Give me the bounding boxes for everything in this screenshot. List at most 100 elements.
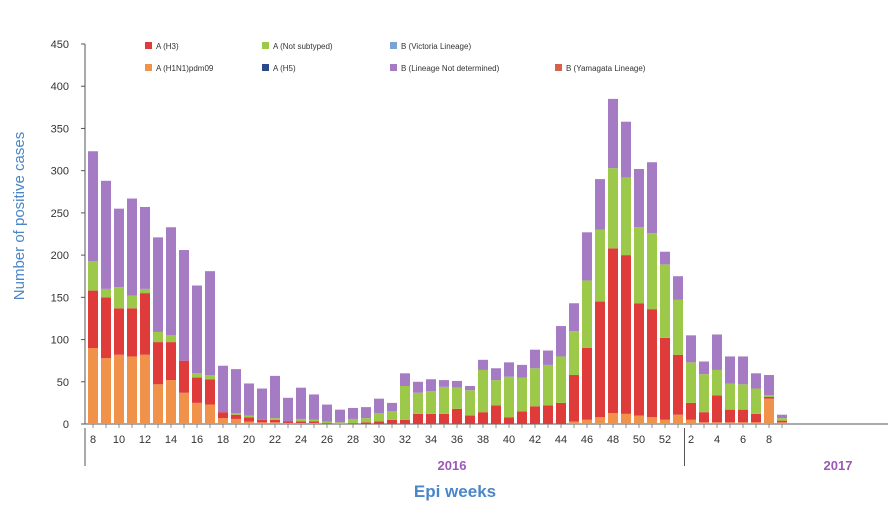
- bar-segment-a-h1n1-pdm09-week-22: [270, 422, 280, 424]
- y-tick-label: 250: [51, 208, 69, 220]
- bar-segment-a-not-subtyped-week-14: [166, 335, 176, 343]
- bar-segment-b-lineage-not-determined-week-12: [140, 206, 150, 289]
- bar-segment-a-h1n1-pdm09-week-11: [127, 356, 137, 424]
- bar-segment-a-not-subtyped-week-11: [127, 295, 137, 309]
- bar-segment-a-h3-week-47: [595, 301, 605, 418]
- x-tick-label: 44: [555, 434, 567, 446]
- bar-segment-a-h1n1-pdm09-week-14: [166, 380, 176, 424]
- bar-segment-a-h1n1-pdm09-week-10: [114, 354, 124, 424]
- y-tick-label: 350: [51, 123, 69, 135]
- bar-segment-a-not-subtyped-week-20: [244, 415, 254, 418]
- y-tick-label: 400: [51, 81, 69, 93]
- y-tick-label: 150: [51, 292, 69, 304]
- bar-segment-b-lineage-not-determined-week-29: [361, 407, 371, 419]
- bar-segment-a-h1n1-pdm09-week-48: [608, 413, 618, 424]
- y-axis-label: Number of positive cases: [11, 132, 28, 300]
- bar-segment-a-h3-week-41: [517, 411, 527, 424]
- bar-segment-b-lineage-not-determined-week-1: [686, 335, 696, 363]
- bar-segment-a-not-subtyped-week-45: [569, 331, 579, 376]
- bar-segment-a-h3-week-25: [309, 421, 319, 424]
- bar-segment-b-lineage-not-determined-week-47: [595, 179, 605, 230]
- bar-segment-a-not-subtyped-week-50: [634, 227, 644, 304]
- bar-segment-b-lineage-not-determined-week-45: [569, 303, 579, 332]
- bar-segment-a-not-subtyped-week-16: [192, 373, 202, 378]
- bar-segment-a-h3-week-34: [426, 413, 436, 424]
- y-tick-label: 100: [51, 335, 69, 347]
- bar-segment-a-h1n1-pdm09-week-47: [595, 417, 605, 424]
- bar-segment-a-h3-week-3: [712, 395, 722, 423]
- bar-segment-a-h1n1-pdm09-week-3: [712, 422, 722, 424]
- bar-segment-a-not-subtyped-week-4: [725, 383, 735, 410]
- bar-segment-b-lineage-not-determined-week-21: [257, 388, 267, 420]
- bar-segment-a-h1n1-pdm09-week-51: [647, 417, 657, 424]
- x-tick-label: 18: [217, 434, 229, 446]
- x-tick-label: 6: [740, 434, 746, 446]
- bar-segment-a-h3-week-19: [231, 414, 241, 419]
- bar-segment-a-h3-week-14: [166, 342, 176, 381]
- bar-segment-a-h3-week-11: [127, 308, 137, 357]
- bar-segment-a-not-subtyped-week-10: [114, 287, 124, 309]
- bar-segment-a-h3-week-46: [582, 348, 592, 420]
- x-tick-label: 52: [659, 434, 671, 446]
- bar-segment-b-lineage-not-determined-week-50: [634, 168, 644, 228]
- bar-segment-b-lineage-not-determined-week-17: [205, 271, 215, 376]
- bar-segment-a-h3-week-4: [725, 409, 735, 423]
- bar-segment-a-h1n1-pdm09-week-15: [179, 392, 189, 424]
- legend-swatch: [145, 64, 152, 71]
- x-tick-label: 10: [113, 434, 125, 446]
- bar-segment-a-h1n1-pdm09-week-8: [777, 422, 787, 424]
- bar-segment-b-lineage-not-determined-week-49: [621, 121, 631, 178]
- bar-segment-a-not-subtyped-week-2: [699, 374, 709, 413]
- bar-segment-b-lineage-not-determined-week-48: [608, 98, 618, 169]
- bar-segment-a-h3-week-44: [556, 402, 566, 424]
- bar-segment-a-not-subtyped-week-28: [348, 418, 358, 424]
- year-label-2017: 2017: [824, 458, 853, 473]
- bar-segment-a-not-subtyped-week-44: [556, 356, 566, 403]
- bar-segment-b-lineage-not-determined-week-52: [660, 251, 670, 265]
- bar-segment-a-not-subtyped-week-22: [270, 418, 280, 420]
- bar-segment-a-not-subtyped-week-43: [543, 364, 553, 406]
- bar-segment-a-h1n1-pdm09-week-52: [660, 419, 670, 424]
- legend-swatch: [262, 42, 269, 49]
- bar-segment-a-h1n1-pdm09-week-9: [101, 358, 111, 424]
- bar-segment-b-lineage-not-determined-week-44: [556, 326, 566, 357]
- bar-segment-a-not-subtyped-week-24: [296, 418, 306, 422]
- bar-segment-b-lineage-not-determined-week-36: [452, 380, 462, 388]
- x-tick-label: 42: [529, 434, 541, 446]
- x-tick-label: 30: [373, 434, 385, 446]
- x-tick-label: 14: [165, 434, 177, 446]
- bar-segment-a-h3-week-29: [361, 422, 371, 424]
- x-tick-label: 26: [321, 434, 333, 446]
- year-label-2016: 2016: [438, 458, 467, 473]
- bar-segment-a-not-subtyped-week-3: [712, 369, 722, 396]
- bar-segment-b-lineage-not-determined-week-19: [231, 369, 241, 414]
- x-tick-label: 32: [399, 434, 411, 446]
- bar-segment-a-h3-week-36: [452, 408, 462, 424]
- bar-segment-a-h3-week-39: [491, 405, 501, 424]
- bar-segment-a-not-subtyped-week-31: [387, 411, 397, 420]
- x-tick-label: 24: [295, 434, 307, 446]
- bar-segment-a-h3-week-53: [673, 354, 683, 415]
- legend-label: B (Victoria Lineage): [401, 42, 471, 51]
- bar-segment-b-lineage-not-determined-week-8: [777, 414, 787, 419]
- bar-segment-a-h1n1-pdm09-week-8: [88, 348, 98, 424]
- bar-segment-b-lineage-not-determined-week-2: [699, 361, 709, 375]
- bar-segment-a-h3-week-15: [179, 360, 189, 393]
- bar-segment-a-not-subtyped-week-6: [751, 388, 761, 414]
- y-tick-label: 50: [57, 377, 69, 389]
- bar-segment-a-not-subtyped-week-37: [465, 390, 475, 416]
- x-tick-label: 48: [607, 434, 619, 446]
- bar-segment-b-lineage-not-determined-week-37: [465, 386, 475, 391]
- x-tick-label: 16: [191, 434, 203, 446]
- bar-segment-a-h3-week-23: [283, 421, 293, 424]
- bar-segment-a-h3-week-42: [530, 406, 540, 424]
- bars-group: [88, 98, 787, 424]
- bar-segment-b-lineage-not-determined-week-11: [127, 198, 137, 296]
- bar-segment-b-lineage-not-determined-week-9: [101, 180, 111, 289]
- bar-segment-a-not-subtyped-week-8: [777, 418, 787, 421]
- bar-segment-a-not-subtyped-week-52: [660, 264, 670, 338]
- bar-segment-a-h1n1-pdm09-week-21: [257, 422, 267, 424]
- bar-segment-a-h3-week-26: [322, 423, 332, 424]
- bar-segment-a-h3-week-6: [751, 413, 761, 423]
